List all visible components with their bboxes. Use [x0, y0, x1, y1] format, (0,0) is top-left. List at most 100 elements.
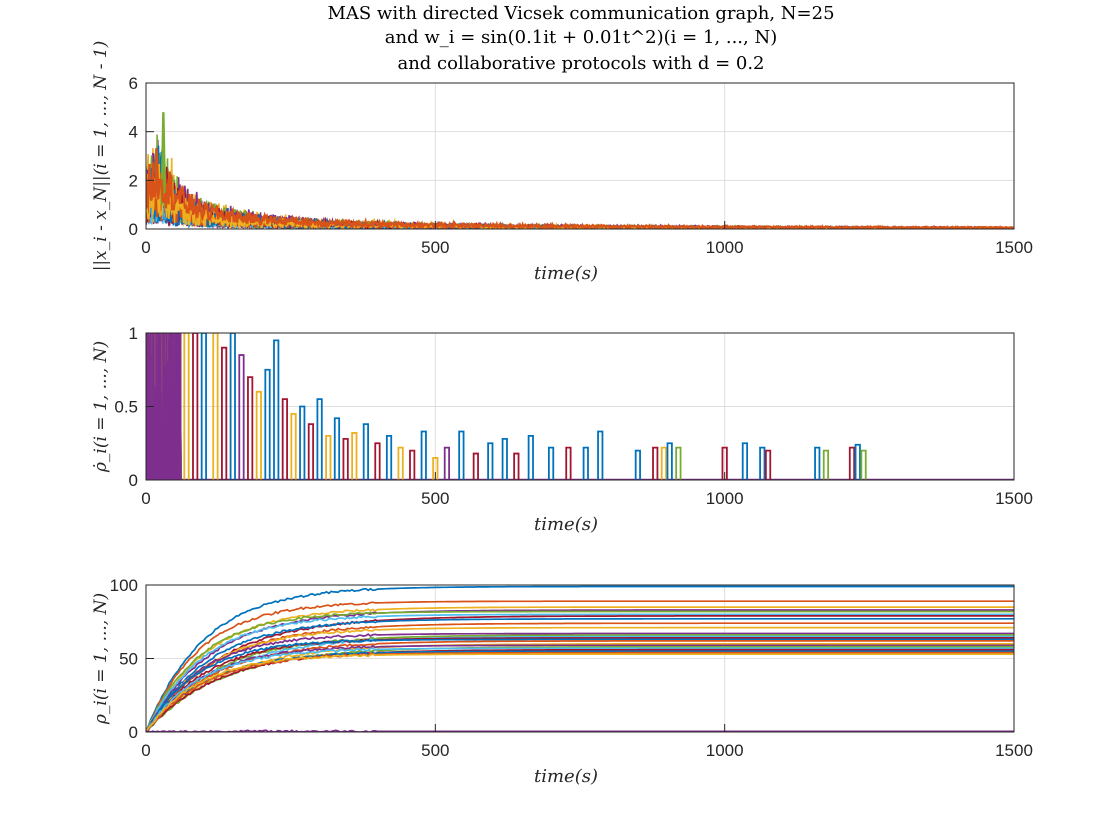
spike [854, 443, 861, 480]
series-group [146, 585, 1014, 732]
x-tick-label: 500 [421, 238, 449, 257]
spike [351, 432, 358, 480]
x-axis-label: time(s) [534, 514, 598, 535]
spike [666, 442, 673, 480]
x-axis-label: time(s) [534, 766, 598, 787]
title-line-3: and collaborative protocols with d = 0.2 [397, 53, 764, 74]
spike [822, 449, 830, 480]
y-tick-label: 1 [129, 324, 138, 343]
x-tick-label: 1000 [706, 489, 744, 508]
spike [325, 435, 332, 480]
plot-area [145, 82, 1015, 230]
spike [501, 437, 508, 480]
series-line [146, 635, 1014, 732]
x-tick-label: 1500 [995, 238, 1033, 257]
spike [247, 376, 254, 480]
y-tick-label: 0 [129, 723, 138, 742]
series-line [146, 638, 1014, 732]
spike [299, 405, 306, 480]
plot-frame [145, 82, 1015, 230]
spike [759, 446, 766, 480]
series-line [146, 606, 1014, 732]
spike [741, 442, 749, 480]
spike [764, 449, 772, 480]
rho-dot-subplot: 0 500 1000 1500 0 0.5 1 time(s) ρ̇_i(i = 1, ...,… [91, 324, 1033, 535]
spike [273, 339, 280, 480]
series-line [146, 585, 1014, 732]
y-tick-label: 100 [110, 576, 138, 595]
y-axis-label: ρ̇_i(i = 1, ..., N) [91, 341, 111, 473]
spike [860, 449, 867, 480]
spike [634, 449, 641, 480]
spike [565, 446, 572, 480]
spike [281, 398, 288, 480]
spike [458, 430, 465, 480]
figure-title: MAS with directed Vicsek communication g… [327, 3, 834, 74]
peak-line [160, 112, 167, 208]
spike [487, 442, 494, 480]
spike [582, 446, 589, 480]
spike [316, 398, 323, 480]
y-tick-label: 0 [129, 471, 138, 490]
y-tick-label: 0 [129, 220, 138, 239]
x-tick-label: 1500 [995, 741, 1033, 760]
series-line [146, 617, 1014, 732]
x-tick-label: 0 [141, 741, 150, 760]
x-tick-label: 500 [421, 489, 449, 508]
spike [721, 446, 728, 480]
spike [192, 333, 199, 480]
series-line [146, 729, 1014, 732]
series-line [146, 613, 1014, 732]
spike [333, 417, 341, 480]
spike [255, 390, 262, 480]
y-axis-label: ||x_i - x_N||(i = 1, ..., N - 1) [91, 41, 111, 272]
series-line [146, 147, 1014, 229]
disagreement-subplot: 0 500 1000 1500 0 2 4 6 time(s) ||x_i - x_N||(i =… [91, 41, 1033, 284]
x-tick-label: 1500 [995, 489, 1033, 508]
x-tick-label: 500 [421, 741, 449, 760]
spike [527, 435, 534, 480]
series-line [146, 642, 1014, 732]
spike [264, 368, 271, 480]
series-line [146, 610, 1014, 732]
x-axis-label: time(s) [534, 263, 598, 284]
series-line [146, 626, 1014, 732]
spike [848, 446, 856, 480]
series-line [146, 637, 1014, 732]
spike [597, 430, 604, 480]
title-line-1: MAS with directed Vicsek communication g… [327, 3, 834, 24]
series-line [146, 615, 1014, 732]
spike [513, 452, 520, 480]
series-line [146, 600, 1014, 732]
spike [238, 354, 245, 480]
spike [397, 446, 404, 480]
series-line [146, 653, 1014, 732]
y-tick-label: 6 [129, 74, 138, 93]
spike [472, 452, 479, 480]
spike [212, 333, 219, 480]
spike [200, 333, 207, 480]
y-axis-label: ρ_i(i = 1, ..., N) [91, 593, 111, 725]
spike [420, 430, 427, 480]
spike [362, 423, 369, 480]
spike [342, 437, 349, 480]
y-tick-label: 0.5 [114, 398, 138, 417]
spike [385, 435, 393, 480]
x-tick-label: 1000 [706, 238, 744, 257]
title-line-2: and w_i = sin(0.1it + 0.01t^2)(i = 1, ..… [385, 27, 777, 48]
x-tick-label: 1000 [706, 741, 744, 760]
y-tick-label: 2 [129, 171, 138, 190]
spike [660, 446, 668, 480]
spike [409, 449, 416, 480]
x-tick-label: 0 [141, 489, 150, 508]
spike [290, 412, 297, 480]
rho-subplot: 0 500 1000 1500 0 50 100 time(s) ρ_i(i = 1, ...,… [91, 576, 1033, 787]
y-tick-label: 50 [119, 650, 138, 669]
series-line [146, 632, 1014, 732]
spike [307, 423, 315, 480]
spike [814, 446, 821, 480]
spike [675, 446, 682, 480]
spike [547, 446, 555, 480]
spike [221, 346, 228, 480]
